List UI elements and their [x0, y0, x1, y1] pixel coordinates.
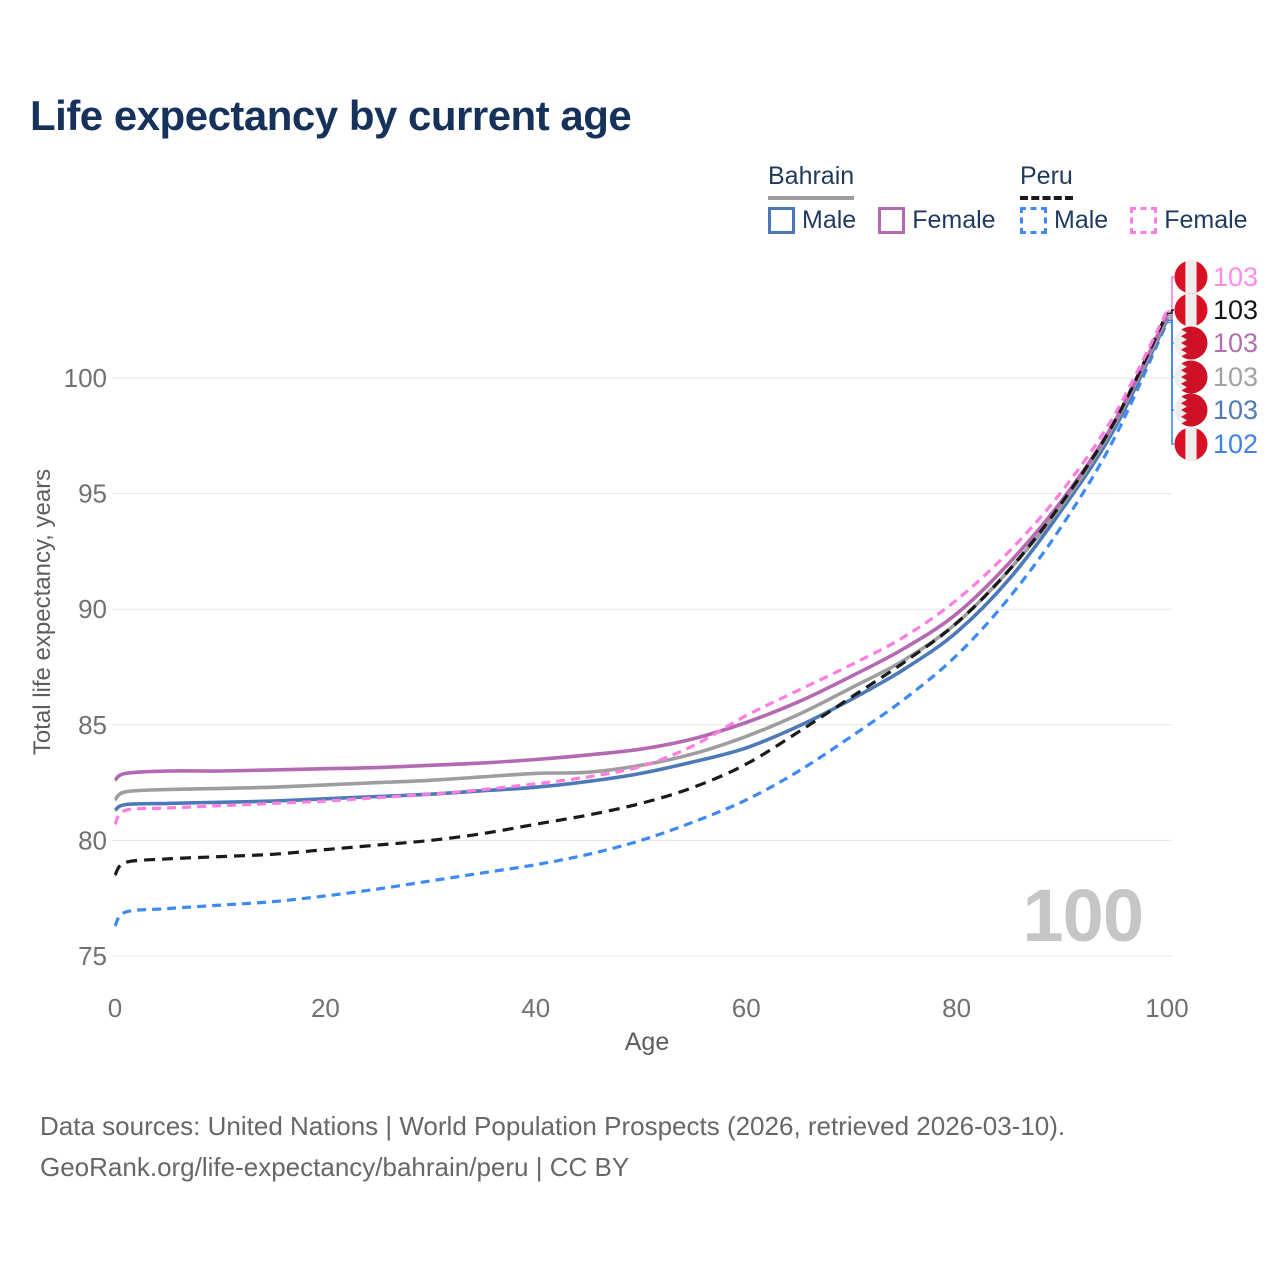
series-line-bahrain-male[interactable] — [113, 319, 1169, 812]
legend-group-bahrain: Bahrain Male Female — [768, 162, 996, 235]
y-tick-95: 95 — [78, 479, 107, 509]
footer-sources: Data sources: United Nations | World Pop… — [40, 1111, 1066, 1141]
series-line-peru-female[interactable] — [113, 310, 1169, 826]
x-tick-0: 0 — [108, 993, 122, 1023]
flag-icon-peru — [1174, 293, 1208, 327]
y-tick-75: 75 — [78, 941, 107, 971]
legend-group-peru: Peru Male Female — [1020, 162, 1248, 235]
flag-icon-bahrain — [1174, 393, 1208, 427]
leader-line-bahrain-total — [1167, 317, 1174, 378]
end-label-peru-female: 103 — [1213, 262, 1258, 292]
series-line-bahrain-female[interactable] — [113, 314, 1169, 782]
x-tick-40: 40 — [521, 993, 550, 1023]
y-tick-85: 85 — [78, 710, 107, 740]
x-axis-title: Age — [625, 1028, 669, 1056]
x-tick-100: 100 — [1145, 993, 1188, 1023]
leader-line-peru-total — [1167, 309, 1174, 315]
end-label-bahrain-female: 103 — [1213, 328, 1258, 358]
page-title: Life expectancy by current age — [30, 92, 632, 139]
series-line-bahrain-total[interactable] — [113, 317, 1169, 802]
legend-swatch-icon — [1020, 207, 1047, 234]
legend-item-label: Male — [1054, 206, 1109, 234]
legend-swatch-icon — [1130, 207, 1158, 234]
legend-item-peru-male[interactable]: Male — [1020, 206, 1108, 235]
x-tick-20: 20 — [311, 993, 340, 1023]
end-label-bahrain-male: 103 — [1213, 395, 1258, 425]
legend-swatch-icon — [768, 207, 795, 234]
legend-group-title-bahrain: Bahrain — [768, 162, 855, 200]
gridlines: 75 80 85 90 95 100 — [64, 363, 1172, 971]
legend-item-label: Female — [912, 206, 996, 234]
age-watermark: 100 — [1023, 874, 1143, 957]
legend-item-label: Female — [1164, 206, 1248, 234]
end-label-peru-total: 103 — [1213, 295, 1258, 325]
legend: Bahrain Male Female Peru Male Female — [0, 0, 1280, 250]
flag-icon-peru — [1174, 427, 1208, 461]
legend-item-bahrain-male[interactable]: Male — [768, 206, 856, 235]
y-tick-90: 90 — [78, 594, 107, 624]
leader-line-peru-female — [1167, 276, 1174, 312]
flag-icon-peru — [1174, 260, 1208, 294]
legend-group-title-peru: Peru — [1020, 162, 1073, 200]
series-line-peru-male[interactable] — [113, 321, 1169, 927]
y-axis-title: Total life expectancy, years — [29, 469, 56, 755]
end-label-bahrain-total: 103 — [1213, 362, 1258, 392]
y-tick-100: 100 — [64, 363, 107, 393]
legend-swatch-icon — [878, 207, 906, 234]
footer-attribution: GeoRank.org/life-expectancy/bahrain/peru… — [40, 1152, 630, 1182]
series-line-peru-total[interactable] — [113, 312, 1169, 877]
legend-item-peru-female[interactable]: Female — [1130, 206, 1248, 235]
x-tick-80: 80 — [942, 993, 971, 1023]
x-tick-60: 60 — [732, 993, 761, 1023]
flag-icon-bahrain — [1174, 360, 1208, 394]
legend-item-bahrain-female[interactable]: Female — [878, 206, 996, 235]
legend-item-label: Male — [802, 206, 857, 234]
footer: Data sources: United Nations | World Pop… — [40, 1106, 1240, 1188]
leader-line-peru-male — [1167, 321, 1174, 445]
series-lines — [113, 310, 1169, 927]
end-label-peru-male: 102 — [1213, 429, 1258, 459]
flag-icon-bahrain — [1174, 326, 1208, 360]
leader-line-bahrain-male — [1167, 319, 1174, 411]
y-tick-80: 80 — [78, 825, 107, 855]
